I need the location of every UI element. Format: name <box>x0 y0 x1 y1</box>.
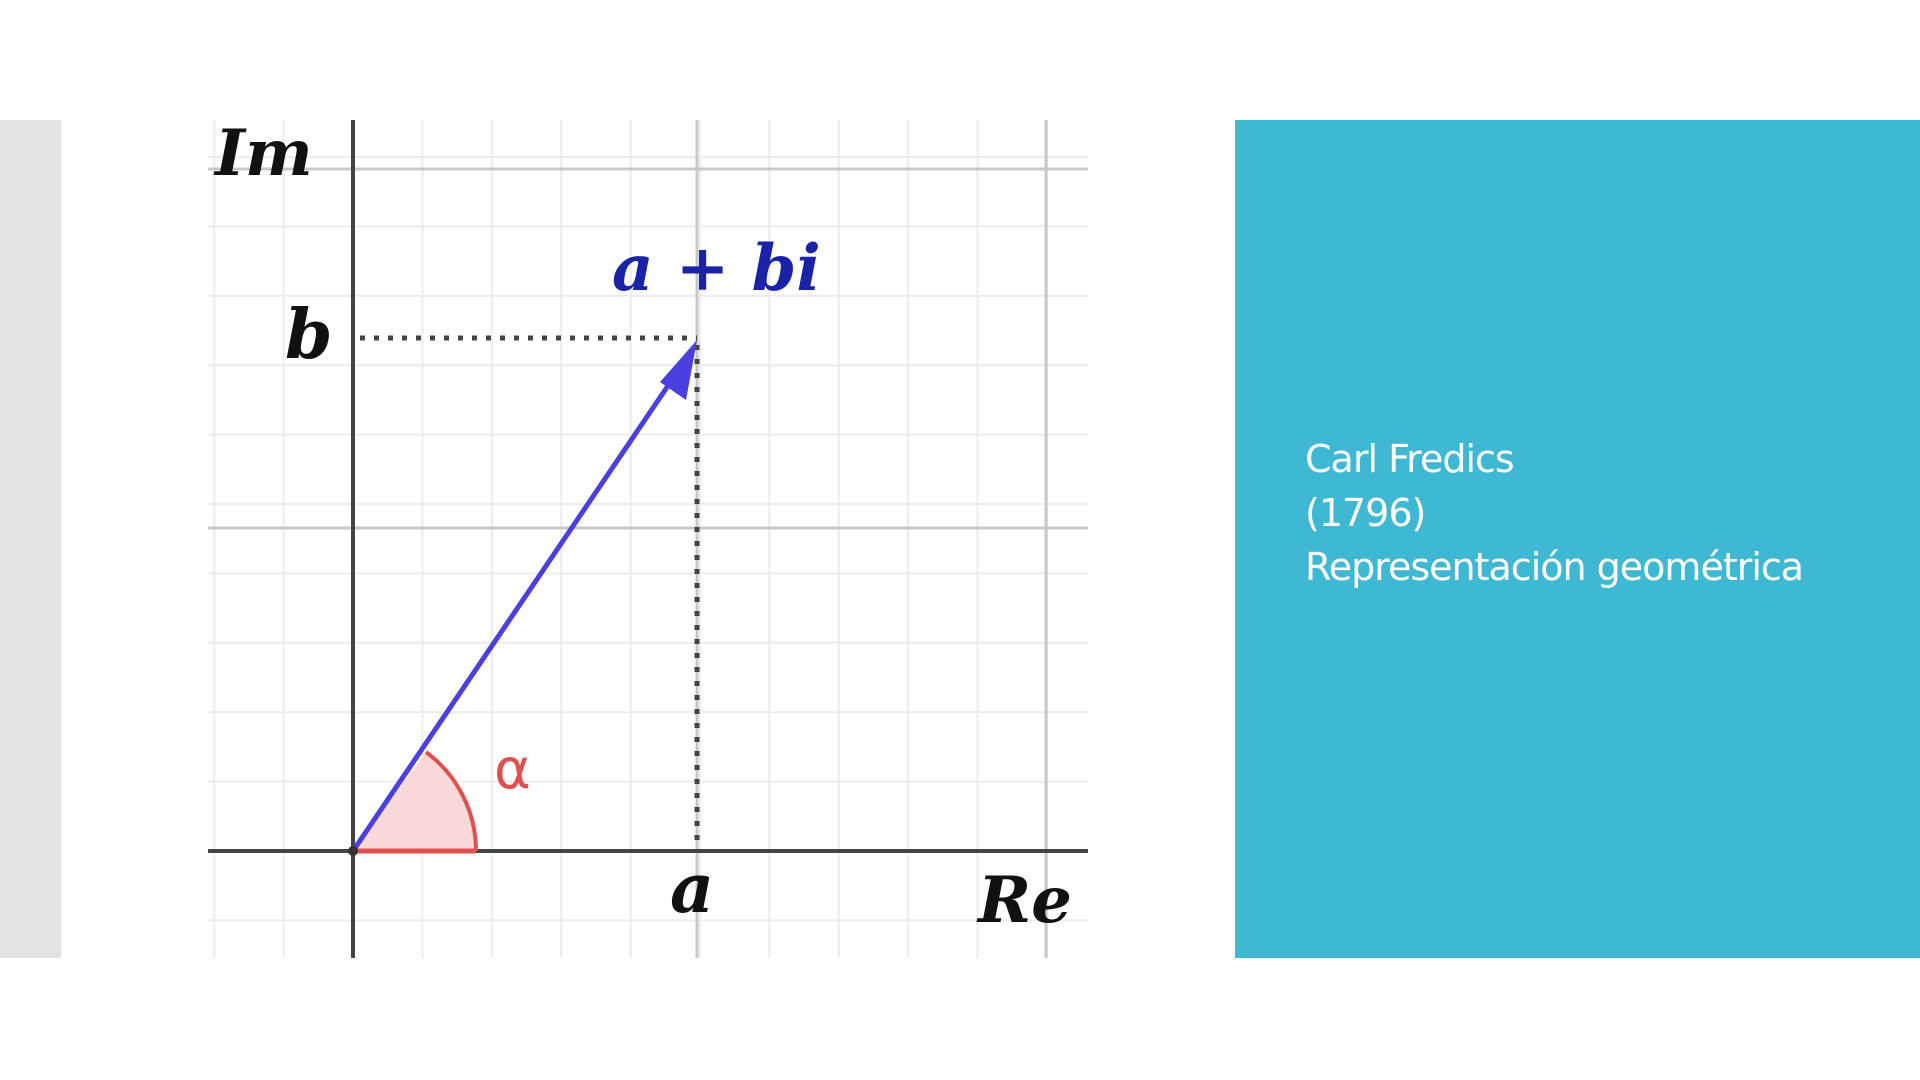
complex-vector <box>350 366 683 853</box>
angle-sector <box>353 752 476 851</box>
point-label: a + bi <box>612 231 821 306</box>
im-axis-label: Im <box>213 116 313 191</box>
vector-arrowhead-icon <box>660 340 697 400</box>
b-tick-label: b <box>285 295 333 375</box>
info-panel: Carl Fredics (1796) Representación geomé… <box>1235 120 1920 958</box>
origin-point <box>348 846 358 856</box>
a-tick-label: a <box>670 849 714 929</box>
re-axis-label: Re <box>976 863 1072 938</box>
description: Representación geométrica <box>1305 545 1804 589</box>
year: (1796) <box>1305 491 1426 535</box>
angle-arc <box>424 750 478 852</box>
angle-label: α <box>494 737 531 802</box>
left-accent-bar <box>0 120 61 958</box>
author-name: Carl Fredics <box>1305 437 1515 481</box>
caption: Carl Fredics (1796) Representación geomé… <box>1305 432 1804 594</box>
